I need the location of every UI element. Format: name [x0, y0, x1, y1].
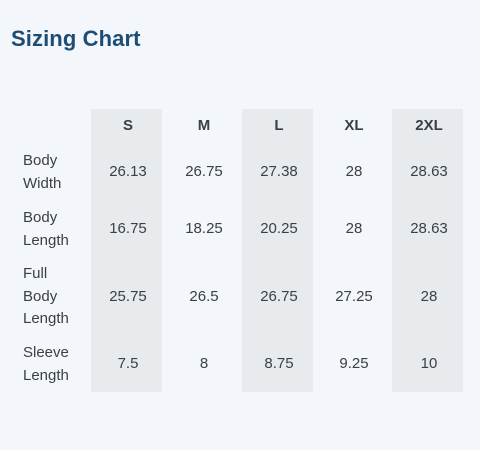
table-cell: 8.75: [264, 355, 294, 372]
table-cell: 26.5: [189, 288, 219, 305]
table-cell: 26.13: [109, 163, 147, 180]
table-cell: 28: [420, 288, 438, 305]
column-shade-l: [242, 109, 313, 392]
table-cell: 28.63: [410, 163, 448, 180]
table-cell: 9.25: [339, 355, 369, 372]
table-cell: 10: [420, 355, 438, 372]
table-cell: 28: [345, 163, 363, 180]
table-cell: 7.5: [117, 355, 139, 372]
row-label-full-body-length: Full Body Length: [23, 265, 69, 327]
row-label-body-length: Body Length: [23, 209, 69, 249]
table-cell: 28.63: [410, 220, 448, 237]
page-title: Sizing Chart: [11, 26, 141, 51]
row-label-body-width: Body Width: [23, 152, 62, 192]
column-header-s: S: [122, 117, 133, 134]
table-cell: 20.25: [260, 220, 298, 237]
table-cell: 26.75: [185, 163, 223, 180]
column-shade-2xl: [392, 109, 463, 392]
column-header-2xl: 2XL: [415, 117, 443, 134]
table-cell: 8: [199, 355, 209, 372]
table-cell: 27.38: [260, 163, 298, 180]
column-shade-s: [91, 109, 162, 392]
row-label-sleeve-length: Sleeve Length: [23, 344, 69, 384]
column-header-xl: XL: [344, 117, 364, 134]
table-cell: 27.25: [335, 288, 373, 305]
table-cell: 28: [345, 220, 363, 237]
table-cell: 25.75: [109, 288, 147, 305]
table-cell: 16.75: [109, 220, 147, 237]
table-cell: 18.25: [185, 220, 223, 237]
table-cell: 26.75: [260, 288, 298, 305]
column-header-l: L: [274, 117, 284, 134]
column-header-m: M: [197, 117, 211, 134]
